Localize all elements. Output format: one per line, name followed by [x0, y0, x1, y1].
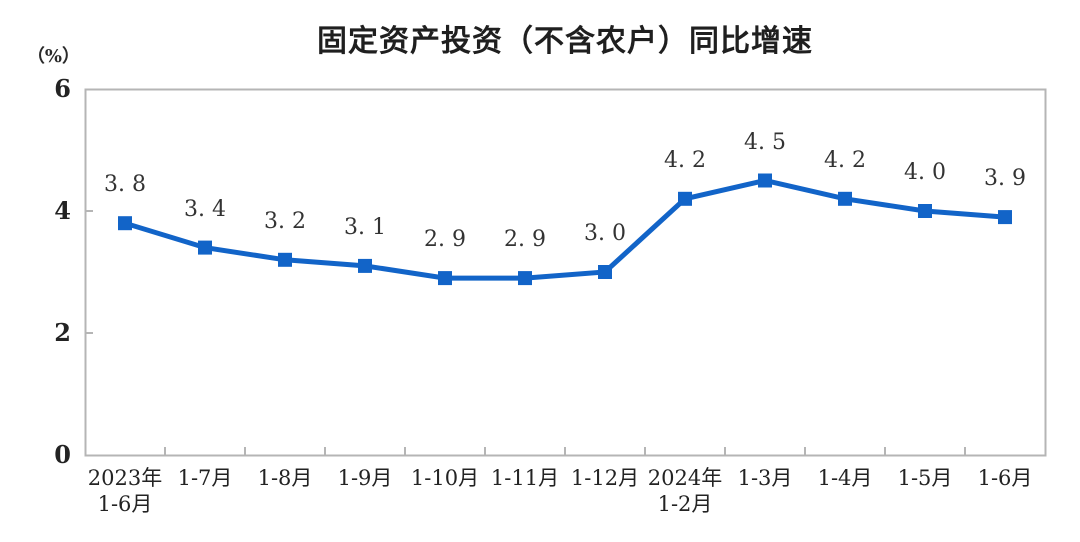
data-value-label: 4. 5 [744, 129, 786, 155]
data-value-label: 2. 9 [424, 227, 466, 253]
x-category-label: 1-7月 [177, 466, 233, 490]
data-point-marker [998, 210, 1012, 225]
data-point-marker [198, 240, 212, 255]
data-value-label: 2. 9 [504, 227, 546, 253]
data-value-label: 4. 0 [904, 160, 946, 185]
chart-title: 固定资产投资（不含农户）同比增速 [317, 25, 813, 58]
x-category-label: 1-3月 [737, 466, 793, 490]
x-category-label: 1-12月 [570, 466, 640, 490]
data-point-marker [518, 271, 532, 286]
series-line [124, 177, 1006, 281]
y-tick-label: 0 [54, 440, 71, 469]
plot-border [84, 88, 1047, 457]
data-point-marker [678, 191, 692, 206]
x-category-label: 1-11月 [490, 466, 560, 490]
data-value-label: 4. 2 [664, 147, 706, 173]
data-point-marker [358, 258, 372, 273]
data-point-marker [118, 216, 132, 231]
x-category-label: 1-5月 [897, 466, 953, 490]
data-value-label: 3. 2 [264, 208, 306, 234]
data-value-label: 3. 1 [344, 214, 386, 240]
data-value-label: 3. 4 [184, 196, 226, 222]
x-category-label: 1-10月 [410, 466, 480, 490]
data-value-label: 3. 0 [584, 221, 626, 246]
x-category-label: 1-6月 [977, 466, 1033, 490]
y-axis-unit-label: （%） [26, 46, 80, 67]
data-value-label: 3. 8 [104, 172, 146, 198]
data-point-marker [278, 252, 292, 267]
x-category-label: 2024年 1-2月 [647, 466, 723, 516]
data-point-marker [438, 271, 452, 286]
data-point-marker [598, 265, 612, 279]
data-point-marker [918, 204, 932, 218]
y-tick-label: 2 [54, 318, 71, 347]
y-tick-label: 4 [54, 196, 71, 225]
y-tick-label: 6 [54, 74, 71, 103]
data-point-marker [758, 173, 772, 188]
data-value-label: 4. 2 [824, 147, 866, 173]
x-category-label: 1-4月 [817, 466, 873, 490]
data-point-marker [838, 191, 852, 206]
x-category-label: 2023年 1-6月 [87, 466, 163, 516]
x-category-label: 1-8月 [257, 466, 313, 490]
data-value-label: 3. 9 [984, 166, 1026, 192]
x-category-label: 1-9月 [337, 466, 393, 490]
